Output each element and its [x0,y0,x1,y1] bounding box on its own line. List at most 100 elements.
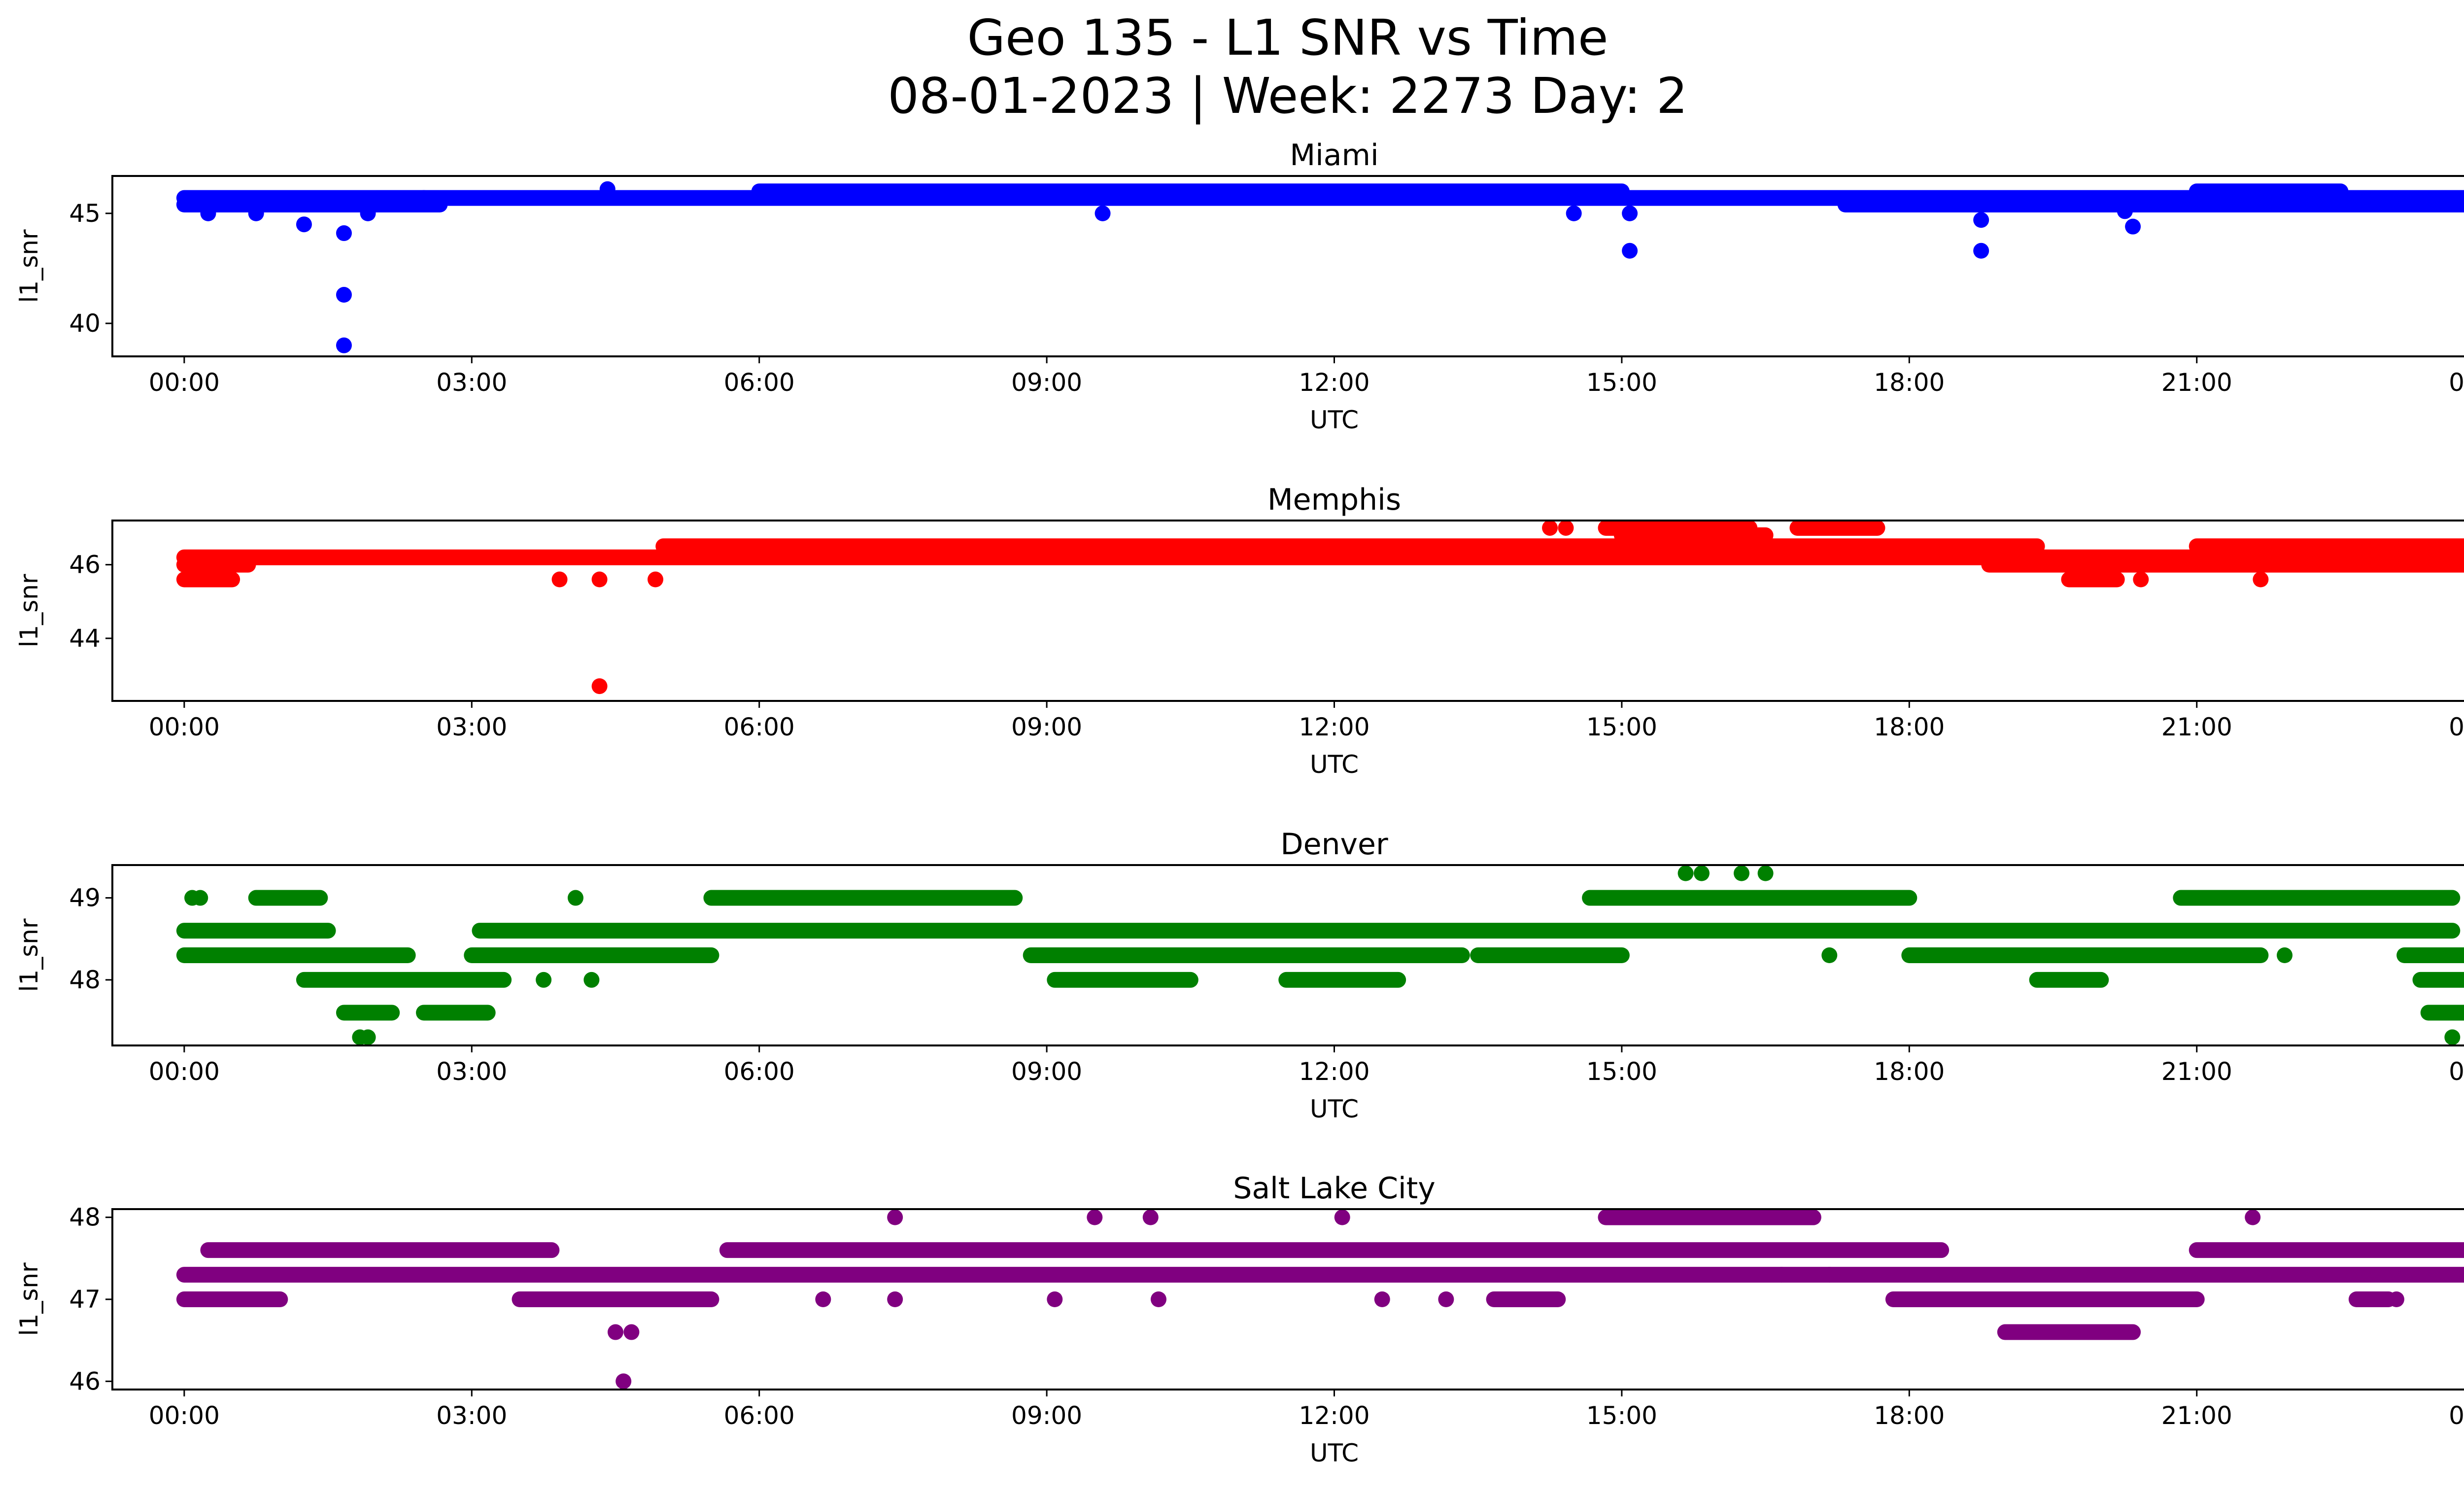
y-axis-label: l1_snr [15,229,43,303]
x-tick-label: 00:00 [2449,713,2464,741]
y-tick-label: 46 [69,551,101,579]
data-point [1047,1291,1063,1307]
panel-3: Salt Lake City 00:00 03:00 06:00 09:00 12:00 1… [15,1171,2464,1467]
x-tick-label: 00:00 [2449,1057,2464,1086]
data-point [887,1209,903,1225]
y-tick-label: 47 [69,1285,101,1314]
panel-1: Memphis 00:00 03:00 06:00 09:00 12:00 15:00 18:… [15,483,2464,779]
figure-title: Geo 135 - L1 SNR vs Time 08-01-2023 | We… [0,9,2464,125]
data-point [536,972,552,988]
x-tick-label: 06:00 [724,368,795,397]
data-point [1087,1209,1103,1225]
data-point [1821,947,1838,963]
figure-title-line-1: Geo 135 - L1 SNR vs Time [967,9,1608,67]
data-point [360,205,376,221]
data-point [648,571,663,588]
data-point [583,972,600,988]
data-point [1374,1291,1390,1307]
data-point [623,1324,640,1340]
data-point [591,571,608,588]
y-tick-label: 48 [69,966,101,994]
data-point [1973,243,1989,259]
data-point [616,1373,632,1390]
data-point [2245,1209,2261,1225]
x-tick-label: 03:00 [436,713,507,741]
data-point [591,678,608,695]
data-point [1973,212,1989,228]
y-tick-label: 40 [69,309,101,338]
x-tick-label: 00:00 [149,1057,220,1086]
panel-2: Denver 00:00 03:00 06:00 09:00 12:00 15:00 18:0… [15,827,2464,1123]
data-point [1334,1209,1350,1225]
y-tick-label: 45 [69,199,101,228]
series-marks [176,865,2464,1045]
data-point [815,1291,831,1307]
x-tick-label: 15:00 [1586,1057,1657,1086]
x-axis-label: UTC [1310,1095,1359,1123]
data-point [1757,865,1774,881]
x-tick-label: 18:00 [1874,1057,1945,1086]
x-tick-label: 12:00 [1299,1057,1369,1086]
x-tick-label: 00:00 [149,1401,220,1430]
data-point [607,1324,623,1340]
x-tick-label: 21:00 [2161,1401,2232,1430]
data-point [248,205,264,221]
x-tick-label: 09:00 [1011,713,1082,741]
data-point [1438,1291,1454,1307]
data-point [1095,205,1111,221]
y-tick-label: 44 [69,624,101,653]
x-tick-label: 12:00 [1299,368,1369,397]
panel-0: Miami 00:00 03:00 06:00 09:00 12:00 15:00 18:00… [15,138,2464,434]
data-point [2133,571,2149,588]
x-tick-label: 00:00 [2449,368,2464,397]
data-point [1566,205,1582,221]
x-tick-label: 00:00 [149,368,220,397]
x-axis-label: UTC [1310,1439,1359,1467]
x-tick-label: 15:00 [1586,713,1657,741]
x-tick-label: 21:00 [2161,1057,2232,1086]
x-tick-label: 06:00 [724,1057,795,1086]
series-marks [176,181,2464,353]
panel-title: Memphis [1267,483,1401,517]
x-tick-label: 09:00 [1011,1401,1082,1430]
data-point [1693,865,1710,881]
data-point [567,890,583,906]
data-point [887,1291,903,1307]
x-axis-label: UTC [1310,750,1359,779]
x-tick-label: 18:00 [1874,713,1945,741]
data-point [1542,520,1558,536]
data-point [2388,1291,2404,1307]
data-point [360,1029,376,1045]
x-tick-label: 09:00 [1011,1057,1082,1086]
data-point [2444,1029,2461,1045]
data-point [2117,203,2133,219]
x-tick-label: 18:00 [1874,368,1945,397]
x-tick-label: 06:00 [724,1401,795,1430]
data-point [1150,1291,1166,1307]
data-point [599,181,616,197]
data-point [2277,947,2293,963]
x-tick-label: 03:00 [436,1057,507,1086]
data-point [1774,1267,1790,1283]
data-point [336,225,352,242]
data-point [192,890,208,906]
figure-title-line-2: 08-01-2023 | Week: 2273 Day: 2 [888,67,1688,125]
x-tick-label: 12:00 [1299,1401,1369,1430]
data-point [1142,1209,1159,1225]
data-point [336,287,352,303]
data-point [1622,205,1638,221]
data-point [1821,1267,1838,1283]
x-tick-label: 12:00 [1299,713,1369,741]
x-axis-label: UTC [1310,406,1359,434]
x-tick-label: 15:00 [1586,1401,1657,1430]
y-tick-label: 48 [69,1203,101,1232]
x-tick-label: 15:00 [1586,368,1657,397]
panel-title: Denver [1280,827,1388,862]
data-point [1558,520,1574,536]
series-marks [176,1209,2464,1390]
data-point [1677,865,1694,881]
data-point [2253,571,2269,588]
x-tick-label: 03:00 [436,368,507,397]
x-tick-label: 21:00 [2161,368,2232,397]
